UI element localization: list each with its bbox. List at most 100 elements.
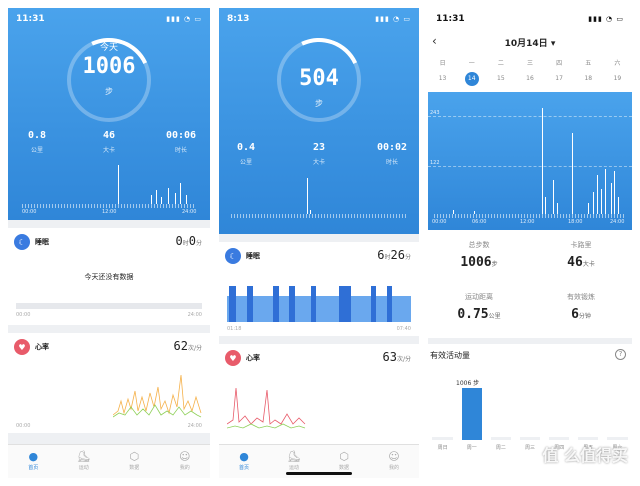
step-bar [618,197,620,214]
steps-ring [67,38,151,122]
caret-down-icon: ▾ [550,39,556,49]
chart-ticks [434,214,626,218]
heart-icon: ♥ [14,339,30,355]
back-icon[interactable]: ‹ [432,34,437,48]
weekly-day-label: 周一 [466,445,477,451]
step-bar [161,197,163,204]
step-bar [150,194,152,204]
heart-card[interactable]: ♥ 心率 63次/分 [219,344,419,444]
steps-hourly-chart [22,158,196,204]
step-bar [117,164,119,204]
step-bar [572,133,574,214]
weekly-bar [432,437,453,440]
gridline-high [428,116,632,117]
weekly-day-label: 周二 [495,445,506,451]
day-15[interactable]: 15 [497,75,505,82]
help-icon[interactable]: ? [615,349,626,360]
step-bar [601,189,603,214]
step-bar [453,209,455,214]
axis-start: 00:00 [22,209,37,215]
axis-end: 24:00 [182,209,197,215]
summary-exercise: 有效锻炼 6分钟 [567,293,595,322]
weekly-day-label: 周六 [612,445,623,451]
sleep-axis-end: 07:40 [396,326,411,332]
status-time: 11:31 [436,14,465,24]
heart-icon: ♥ [225,350,241,366]
tab-home[interactable]: ● 首页 [219,445,269,478]
step-bar [593,191,595,214]
sleep-axis-start: 00:00 [16,312,31,318]
tab-data[interactable]: ⬡ 数据 [109,445,160,478]
step-bar [185,194,187,204]
stat-distance: 0.4 公里 [236,142,256,166]
summary-distance: 运动距离 0.75公里 [457,293,501,322]
sleep-title: 睡眠 [246,252,260,260]
step-bar [306,177,308,214]
summary-calories: 卡路里 46大卡 [567,241,595,270]
gridline-high-label: 243 [430,110,440,116]
day-19[interactable]: 19 [613,75,622,82]
stat-calories: 46 大卡 [102,130,116,154]
step-bar [604,169,606,214]
step-bar [168,187,170,204]
day-row: 13 14 15 16 17 18 19 [428,72,632,86]
heart-title: 心率 [246,354,260,362]
sleep-card[interactable]: ☾ 睡眠 6时26分 01:18 07:40 [219,242,419,336]
home-indicator [286,472,352,475]
weekly-bars [428,388,632,440]
step-bar [155,190,157,204]
sleep-card[interactable]: ☾ 睡眠 0时0分 今天还没有数据 00:00 24:00 [8,228,210,325]
date-header: ‹ 10月14日 ▾ [428,32,632,52]
screen-day-detail: 11:31 ▮▮▮ ◔ ▭ ‹ 10月14日 ▾ 日一二三四五六 13 14 1… [428,8,632,478]
weekly-bar [548,437,570,440]
sleep-axis-start: 01:18 [227,326,242,332]
heart-value: 63次/分 [382,350,411,364]
steps-bars [434,102,626,214]
weekly-bar [490,437,512,440]
steps-unit: 步 [105,87,113,96]
active-title: 有效活动量 [430,351,470,360]
person-icon: ☺ [179,450,191,463]
sleep-value: 6时26分 [377,248,411,262]
screen-today: 11:31 ▮▮▮ ◔ ▭ 今天 1006 步 0.8 公里 46 大卡 00:06… [8,8,210,478]
screen-morning: 8:13 ▮▮▮ ◔ ▭ 504 步 0.4 公里 23 大卡 00:02 时长 ☾ … [219,8,419,478]
shoe-icon: ⛸ [287,450,301,463]
day-18[interactable]: 18 [584,75,593,82]
weekly-bar [519,437,541,440]
heart-card[interactable]: ♥ 心率 62次/分 00:00 24:00 [8,333,210,433]
gridline-mid-label: 122 [430,160,440,166]
step-bar [180,183,182,204]
steps-count: 1006 [82,54,136,79]
status-icons: ▮▮▮ ◔ ▭ [375,15,411,23]
tab-sport[interactable]: ⛸ 运动 [59,445,110,478]
steps-ring [277,38,361,122]
status-icons: ▮▮▮ ◔ ▭ [166,15,202,23]
heart-axis-end: 24:00 [187,423,202,429]
droplet-icon: ● [28,450,39,463]
tab-sport[interactable]: ⛸ 运动 [269,445,319,478]
day-14-selected[interactable]: 14 [464,72,479,86]
chart-ticks [22,204,196,208]
sleep-axis-end: 24:00 [187,312,202,318]
tab-home[interactable]: ● 首页 [8,445,59,478]
person-icon: ☺ [388,450,400,463]
tab-profile[interactable]: ☺ 我的 [160,445,211,478]
date-picker[interactable]: 10月14日 ▾ [504,39,556,49]
divider [428,338,632,344]
step-bar [553,180,555,214]
status-time: 11:31 [16,14,45,24]
weekly-day-label: 周四 [554,445,565,451]
steps-header: 8:13 ▮▮▮ ◔ ▭ 504 步 0.4 公里 23 大卡 00:02 时长 [219,8,419,234]
axis-3: 18:00 [568,219,583,225]
day-13[interactable]: 13 [438,75,447,82]
tab-profile[interactable]: ☺ 我的 [369,445,419,478]
steps-count: 504 [299,66,339,91]
chart-ticks [231,214,407,218]
step-bar [175,192,177,204]
day-steps-chart: 243 122 00:00 06:00 12:00 18:00 24:00 [428,92,632,230]
day-16[interactable]: 16 [526,75,534,82]
step-bar [614,171,616,214]
day-17[interactable]: 17 [555,75,563,82]
tab-data[interactable]: ⬡ 数据 [319,445,369,478]
heart-rate-chart [227,387,306,429]
